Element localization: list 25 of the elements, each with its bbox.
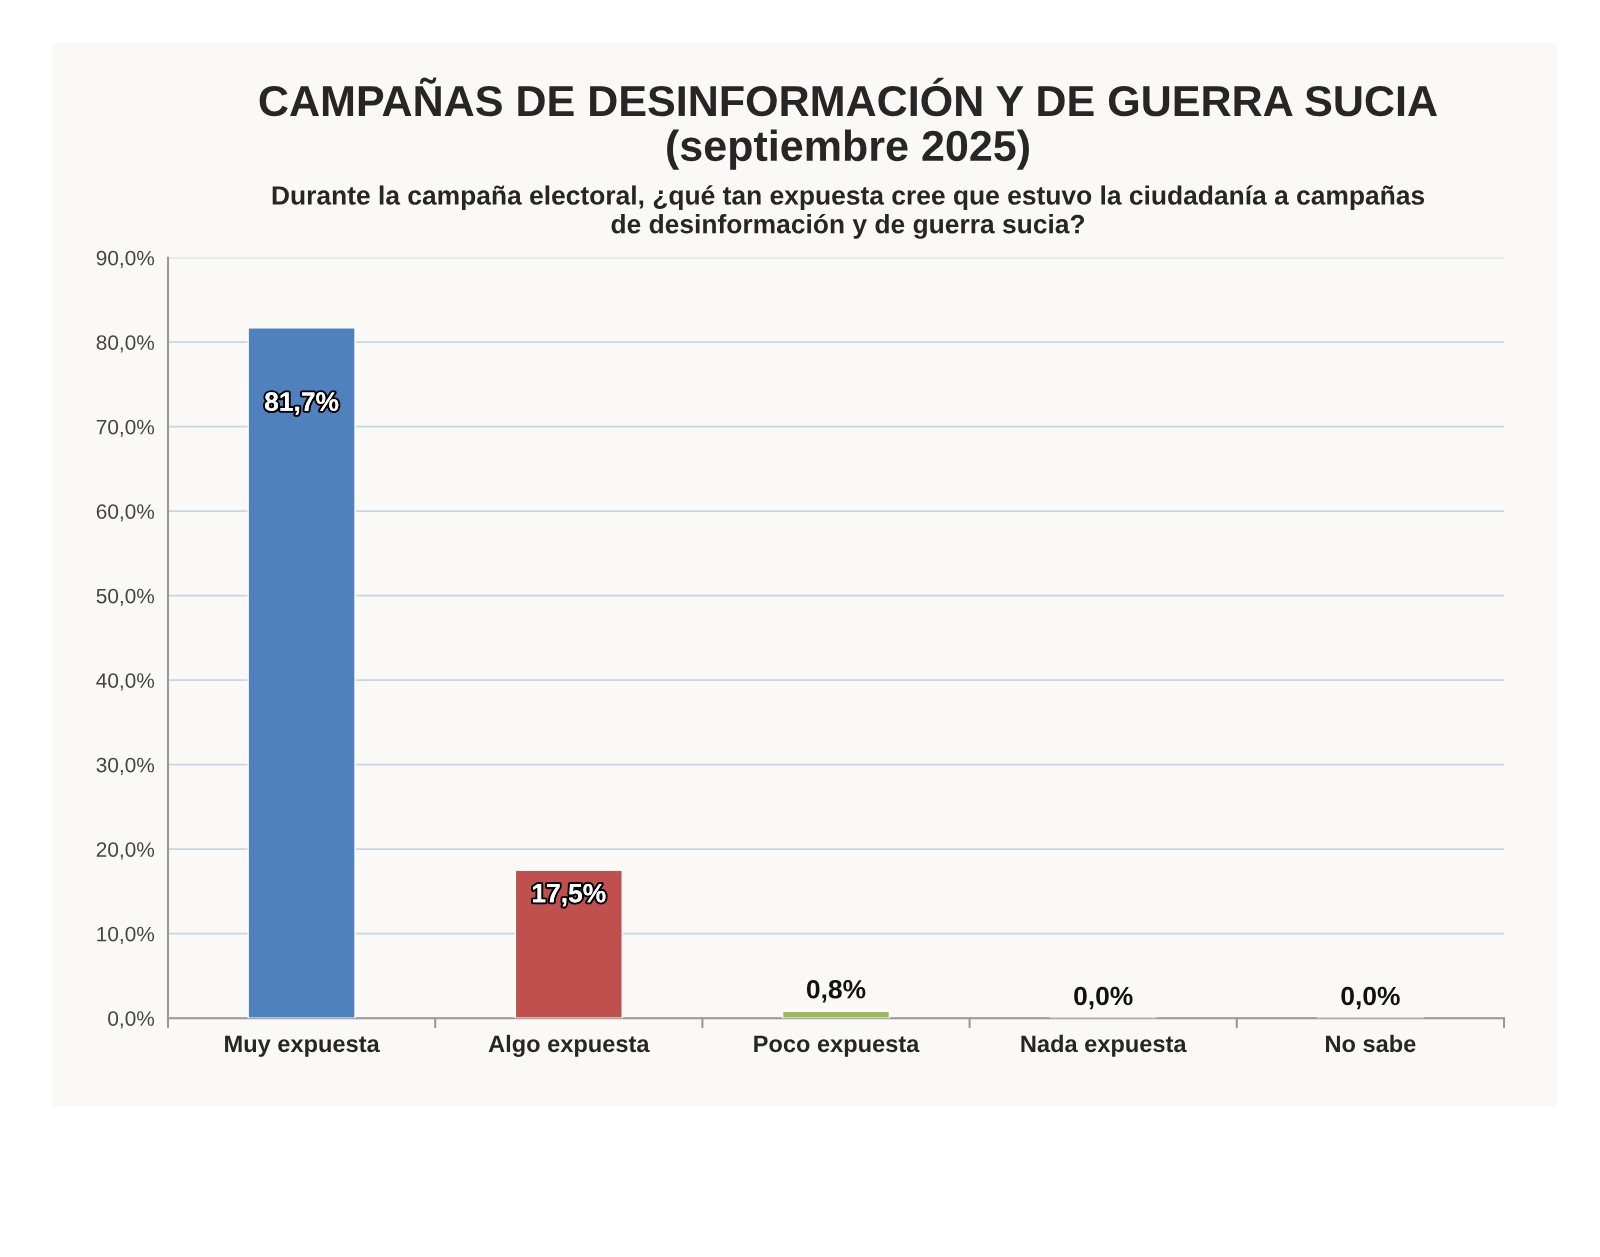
bar — [514, 869, 623, 1019]
y-tick-label: 10,0% — [97, 926, 155, 944]
y-tick-label: 30,0% — [96, 757, 155, 775]
bar — [247, 327, 356, 1019]
bar — [781, 1010, 891, 1019]
x-tick-label: Algo expuesta — [488, 1034, 650, 1057]
y-tick-label: 0,0% — [108, 1011, 155, 1029]
x-tick-label: Nada expuesta — [1021, 1034, 1187, 1057]
y-tick-label: 90,0% — [96, 250, 155, 268]
y-tick-label: 40,0% — [96, 673, 155, 691]
data-label: 0,8% — [806, 979, 866, 1003]
x-tick-label: Poco expuesta — [754, 1035, 920, 1057]
data-label: 17,5% — [533, 883, 606, 907]
chart-title: CAMPAÑAS DE DESINFORMACIÓN Y DE GUERRA SUCIA (septiembre 2025) — [259, 77, 1437, 170]
x-tick-label: Muy expuesta — [225, 1035, 380, 1057]
data-label: 0,0% — [1074, 986, 1133, 1010]
data-label: 81,7% — [265, 392, 339, 415]
y-tick-label: 50,0% — [96, 588, 155, 606]
y-tick-label: 20,0% — [96, 842, 155, 860]
data-label: 0,0% — [1341, 986, 1400, 1010]
y-tick-label: 60,0% — [96, 504, 155, 522]
chart-subtitle: Durante la campaña electoral, ¿qué tan expuesta cree que estuvo la ciudadanía a campañas de desinformación y de guerra sucia? — [272, 185, 1425, 239]
y-tick-label: 70,0% — [96, 419, 155, 437]
y-tick-label: 80,0% — [96, 335, 155, 353]
x-tick-label: No sabe — [1326, 1034, 1416, 1053]
